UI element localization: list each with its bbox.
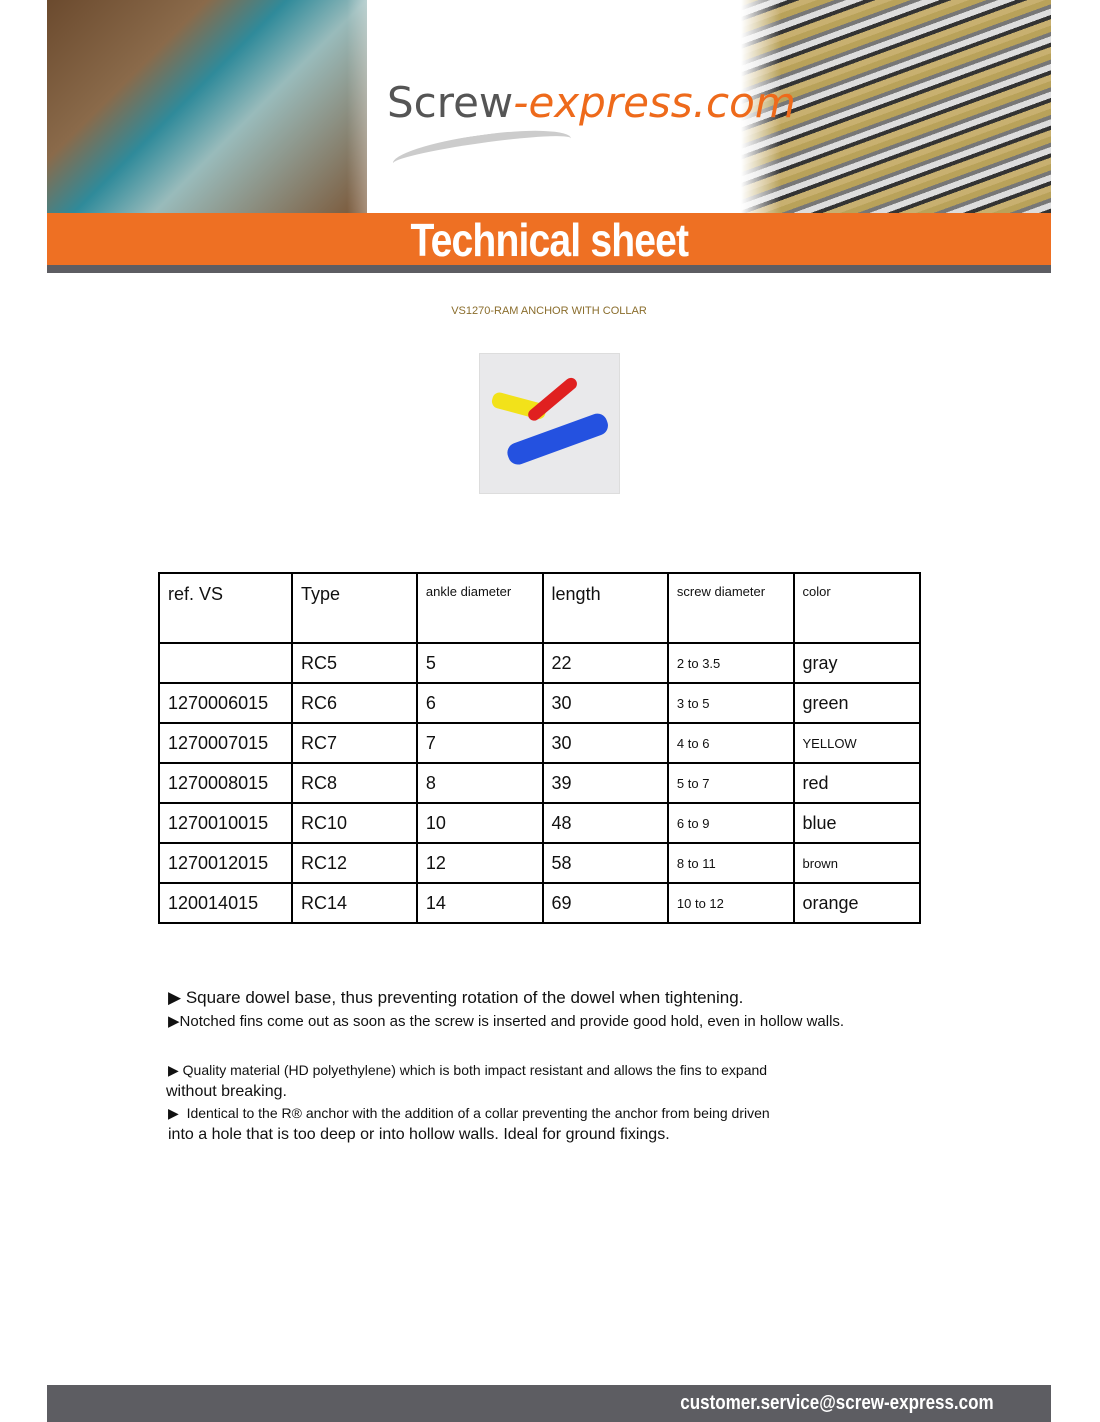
header-type: Type: [290, 572, 418, 644]
title-bar: Technical sheet: [47, 213, 1051, 266]
table-cell: 1270012015: [158, 842, 293, 884]
table-cell: RC5: [290, 642, 418, 684]
divider: [47, 265, 1051, 273]
table-row: 1270006015 RC6 6 30 3 to 5 green: [158, 682, 922, 724]
footer-bar: customer.service@screw-express.com: [47, 1385, 1051, 1422]
table-cell: [158, 642, 293, 684]
table-cell: 58: [541, 842, 669, 884]
table-cell: red: [792, 762, 922, 804]
table-row: 120014015 RC14 14 69 10 to 12 orange: [158, 882, 922, 924]
table-cell: 14: [415, 882, 544, 924]
table-cell: 1270007015: [158, 722, 293, 764]
table-cell: 5 to 7: [666, 762, 795, 804]
table-cell: 6: [415, 682, 544, 724]
header-screw-diameter: screw diameter: [666, 572, 795, 644]
table-cell: 4 to 6: [666, 722, 795, 764]
header-ref: ref. VS: [158, 572, 293, 644]
table-cell: 6 to 9: [666, 802, 795, 844]
table-cell: RC10: [290, 802, 418, 844]
feature-list: ▶ Square dowel base, thus preventing rot…: [166, 988, 938, 1144]
header-banner: Screw-express.com: [47, 0, 1051, 213]
table-cell: 10: [415, 802, 544, 844]
table-cell: RC7: [290, 722, 418, 764]
header-ankle-diameter: ankle diameter: [415, 572, 544, 644]
feature-item: ▶Notched fins come out as soon as the sc…: [168, 1013, 845, 1030]
table-cell: 30: [541, 682, 669, 724]
table-cell: 48: [541, 802, 669, 844]
feature-item: ▶ Square dowel base, thus preventing rot…: [168, 988, 744, 1007]
feature-item: ▶ Quality material (HD polyethylene) whi…: [168, 1062, 768, 1078]
table-cell: 1270006015: [158, 682, 293, 724]
table-cell: 30: [541, 722, 669, 764]
table-cell: 8 to 11: [666, 842, 795, 884]
logo: Screw-express.com: [387, 78, 796, 127]
table-cell: 10 to 12: [666, 882, 795, 924]
table-cell: 22: [541, 642, 669, 684]
table-cell: YELLOW: [792, 722, 922, 764]
table-cell: brown: [792, 842, 922, 884]
table-cell: 5: [415, 642, 544, 684]
header-length: length: [541, 572, 669, 644]
banner-title: Technical sheet: [410, 214, 689, 266]
table-cell: 8: [415, 762, 544, 804]
product-image: [479, 353, 620, 494]
logo-swoosh: [390, 122, 574, 180]
table-cell: orange: [792, 882, 922, 924]
feature-item-continued: into a hole that is too deep or into hol…: [168, 1126, 670, 1143]
table-row: 1270008015 RC8 8 39 5 to 7 red: [158, 762, 922, 804]
table-cell: blue: [792, 802, 922, 844]
product-title: VS1270-RAM ANCHOR WITH COLLAR: [451, 305, 647, 317]
table-cell: 1270010015: [158, 802, 293, 844]
table-cell: 1270008015: [158, 762, 293, 804]
table-cell: 69: [541, 882, 669, 924]
table-cell: green: [792, 682, 922, 724]
table-cell: 39: [541, 762, 669, 804]
feature-item: ▶ Identical to the R® anchor with the ad…: [168, 1105, 770, 1121]
specs-table: ref. VS Type ankle diameter length screw…: [158, 572, 922, 924]
table-row: 1270012015 RC12 12 58 8 to 11 brown: [158, 842, 922, 884]
table-cell: 7: [415, 722, 544, 764]
table-row: 1270007015 RC7 7 30 4 to 6 YELLOW: [158, 722, 922, 764]
table-cell: 2 to 3.5: [666, 642, 795, 684]
table-cell: 12: [415, 842, 544, 884]
table-cell: RC6: [290, 682, 418, 724]
table-header-row: ref. VS Type ankle diameter length screw…: [158, 572, 922, 644]
table-cell: 3 to 5: [666, 682, 795, 724]
tools-photo: [47, 0, 407, 213]
table-row: 1270010015 RC10 10 48 6 to 9 blue: [158, 802, 922, 844]
table-cell: RC8: [290, 762, 418, 804]
screws-photo: [741, 0, 1051, 213]
contact-email[interactable]: customer.service@screw-express.com: [680, 1392, 994, 1414]
table-cell: RC14: [290, 882, 418, 924]
table-cell: gray: [792, 642, 922, 684]
table-cell: RC12: [290, 842, 418, 884]
table-cell: 120014015: [158, 882, 293, 924]
table-row: RC5 5 22 2 to 3.5 gray: [158, 642, 922, 684]
header-color: color: [792, 572, 922, 644]
feature-item-continued: without breaking.: [166, 1083, 287, 1100]
